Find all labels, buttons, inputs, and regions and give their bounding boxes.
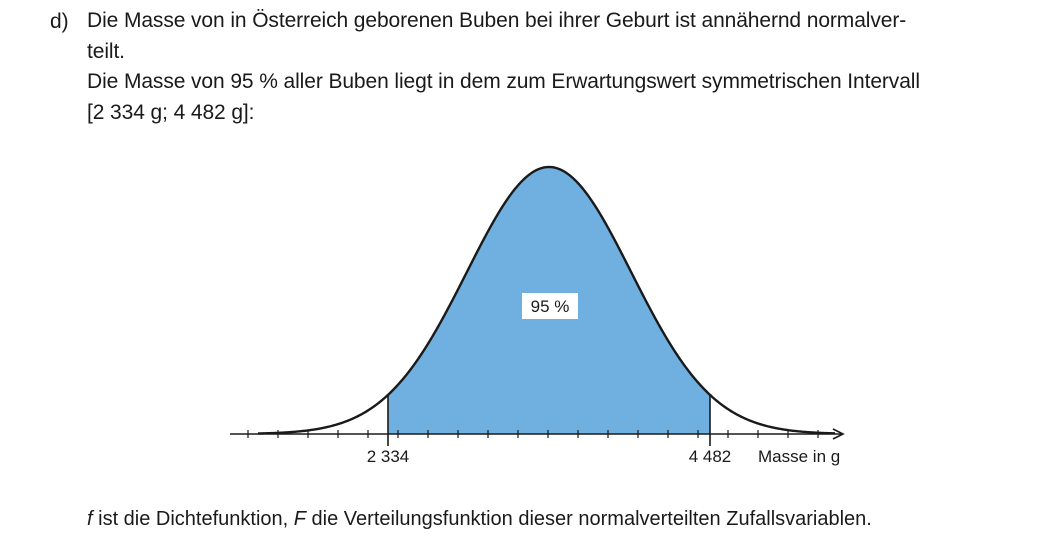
footer-note: f ist die Dichtefunktion, F die Verteilu…: [87, 505, 872, 533]
shaded-label-box: [522, 293, 578, 319]
footer-text-1: ist die Dichtefunktion,: [92, 508, 294, 530]
task-intro: Die Masse von in Österreich geborenen Bu…: [87, 5, 987, 67]
task-intro-line-2: teilt.: [87, 40, 125, 63]
density-curve: [257, 165, 836, 435]
tick-label-upper: 4 482: [689, 447, 732, 466]
shaded-label: 95 %: [531, 297, 570, 316]
task-intro-line-1: Die Masse von in Österreich geborenen Bu…: [87, 9, 907, 32]
task-statement-line-1: Die Masse von 95 % aller Buben liegt in …: [87, 70, 920, 93]
tick-label-lower: 2 334: [367, 447, 410, 466]
footer-text-2: die Verteilungsfunktion dieser normalver…: [306, 508, 872, 530]
task-statement: Die Masse von 95 % aller Buben liegt in …: [87, 66, 1007, 128]
x-axis-arrow: [832, 428, 845, 440]
x-axis-label: Masse in g: [758, 447, 840, 466]
distribution-function-symbol: F: [293, 508, 306, 530]
task-statement-line-2: [2 334 g; 4 482 g]:: [87, 101, 255, 124]
density-function-symbol: f: [87, 508, 93, 530]
task-label: d): [50, 10, 69, 33]
